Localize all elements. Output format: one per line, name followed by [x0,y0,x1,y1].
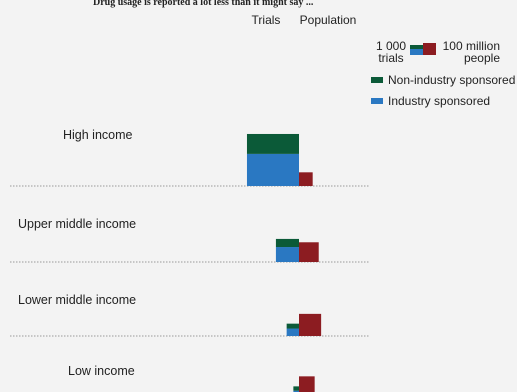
category-label-low-income: Low income [68,364,135,378]
population-bar-high-income [299,172,313,186]
legend-non-industry-swatch [371,77,383,83]
category-label-lower-middle-income: Lower middle income [18,293,136,307]
legend-scale-population-swatch [423,43,436,55]
legend-industry-swatch [371,98,383,104]
legend-scale-trials-unit: trials [378,51,403,65]
legend-non-industry-label: Non-industry sponsored [388,73,515,87]
population-bar-lower-middle-income [299,313,322,336]
legend: 1 000 trials 100 million people Non-indu… [371,39,515,108]
population-bar-upper-middle-income [299,242,319,262]
trials-industry-bar-low-income [293,390,299,392]
column-header-population: Population [300,13,357,27]
legend-scale-trials-non-industry-swatch [410,45,423,49]
chart-marks [246,133,322,392]
trials-non-industry-bar-low-income [293,386,299,391]
legend-industry-label: Industry sponsored [388,94,490,108]
legend-scale-population-number: 100 million [443,39,500,53]
column-header-trials: Trials [252,13,281,27]
trials-industry-bar-upper-middle-income [275,247,299,262]
trials-non-industry-bar-upper-middle-income [275,238,299,248]
category-label-upper-middle-income: Upper middle income [18,217,136,231]
legend-scale-population-unit: people [464,51,500,65]
trials-non-industry-bar-lower-middle-income [286,323,299,329]
category-label-high-income: High income [63,128,133,142]
legend-scale-trials-number: 1 000 [376,39,406,53]
trials-industry-bar-high-income [246,153,299,186]
population-bar-low-income [299,376,315,392]
category-labels: High income Upper middle income Lower mi… [18,128,136,378]
clipped-header-text: Drug usage is reported a lot less than i… [93,0,314,8]
trials-non-industry-bar-high-income [246,133,299,154]
trials-industry-bar-lower-middle-income [286,328,299,336]
legend-scale-trials-industry-swatch [410,49,423,55]
